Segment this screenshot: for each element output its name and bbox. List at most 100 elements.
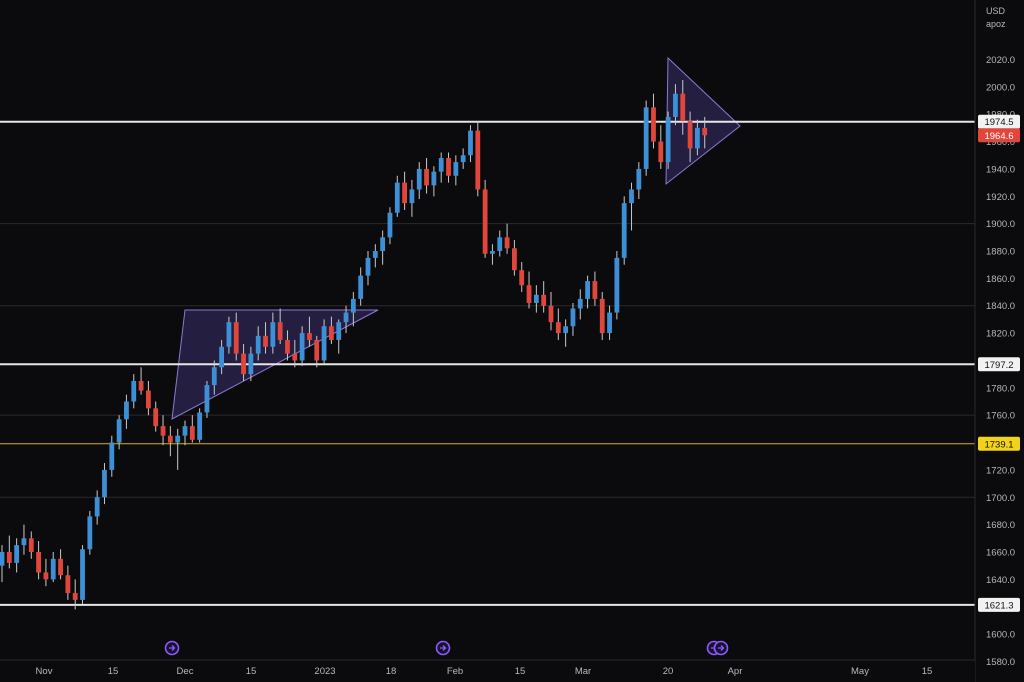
candle-body	[548, 305, 554, 323]
candle-body	[475, 130, 481, 190]
candle-body	[497, 237, 503, 252]
candle-body	[189, 426, 195, 440]
time-axis[interactable]: Nov 15 Dec 15 2023 18 Feb 15 Mar 20 Apr May 15	[0, 659, 975, 682]
candle-body	[687, 121, 693, 149]
candle-body	[695, 127, 700, 149]
x-tick-label: Nov	[36, 666, 53, 677]
level-badge-text: 1797.2	[984, 360, 1013, 371]
candle-body	[197, 412, 203, 440]
y-tick-label: 1780.0	[986, 383, 1015, 394]
candle-body	[219, 346, 224, 368]
y-tick-label: 1580.0	[986, 657, 1015, 668]
candle-body	[387, 212, 393, 238]
candle-body	[402, 182, 407, 204]
candlesticks	[0, 80, 708, 610]
y-tick-label: 2000.0	[986, 82, 1015, 93]
arrow-icon	[440, 645, 447, 651]
y-tick-label: 1640.0	[986, 575, 1015, 586]
y-tick-label: 1940.0	[986, 164, 1015, 175]
y-tick-label: 1880.0	[986, 247, 1015, 258]
x-tick-label: 18	[386, 666, 397, 677]
candle-body	[577, 298, 583, 309]
x-tick-label: 15	[246, 666, 257, 677]
level-badge-text: 1974.5	[984, 117, 1013, 128]
level-badge-text: 1739.1	[984, 439, 1013, 450]
x-tick-label: Dec	[177, 666, 194, 677]
candle-body	[138, 380, 144, 391]
current-price-text: 1964.6	[984, 131, 1013, 142]
y-tick-label: 1700.0	[986, 493, 1015, 504]
x-tick-label: Mar	[575, 666, 591, 677]
candle-body	[329, 326, 334, 340]
candle-body	[28, 538, 34, 552]
candle-body	[167, 435, 173, 443]
y-tick-label: 2020.0	[986, 55, 1015, 66]
candle-body	[6, 551, 12, 563]
candle-body	[629, 189, 634, 204]
level-badge	[978, 357, 1020, 372]
y-tick-label: 1820.0	[986, 329, 1015, 340]
candle-body	[80, 549, 85, 600]
candle-body	[365, 257, 371, 276]
candle-body	[36, 551, 41, 573]
candle-body	[65, 575, 71, 594]
candle-body	[175, 435, 181, 443]
x-tick-label: 2023	[314, 666, 335, 677]
candle-body	[285, 339, 290, 354]
candle-body	[241, 353, 246, 375]
candle-body	[446, 157, 451, 176]
candle-body	[299, 333, 305, 361]
candle-body	[424, 168, 429, 186]
candle-body	[533, 294, 539, 304]
candle-body	[570, 308, 576, 327]
price-axis[interactable]: USD apoz 1580.01600.01620.01640.01660.01…	[974, 0, 1024, 682]
candle-body	[21, 538, 27, 546]
candle-body	[314, 339, 320, 361]
candle-body	[468, 130, 473, 156]
candle-body	[526, 285, 532, 304]
candle-body	[14, 545, 20, 563]
candle-body	[50, 558, 56, 580]
horizontal-levels[interactable]	[0, 120, 975, 606]
candle-body	[116, 419, 122, 443]
x-tick-label: May	[851, 666, 869, 677]
candle-body	[673, 93, 678, 117]
x-tick-label: 15	[922, 666, 933, 677]
y-tick-label: 1960.0	[986, 137, 1015, 148]
y-tick-label: 1600.0	[986, 630, 1015, 641]
candle-body	[380, 237, 386, 252]
candle-body	[146, 390, 151, 409]
candle-body	[336, 322, 342, 340]
event-markers[interactable]	[164, 640, 729, 656]
y-tick-label: 1760.0	[986, 411, 1015, 422]
x-tick-label: Apr	[728, 666, 743, 677]
candle-body	[263, 335, 268, 347]
candle-body	[102, 469, 107, 498]
candle-body	[358, 275, 364, 299]
axis-sublabel: apoz	[986, 19, 1006, 29]
candle-body	[519, 270, 525, 286]
candle-body	[658, 141, 664, 163]
candle-body	[292, 353, 298, 361]
candle-body	[72, 593, 78, 600]
level-badge	[978, 597, 1020, 612]
candle-body	[614, 257, 620, 313]
candle-body	[255, 335, 261, 354]
y-tick-label: 1720.0	[986, 465, 1015, 476]
x-tick-label: 15	[108, 666, 119, 677]
candle-body	[636, 168, 642, 190]
y-tick-label: 1680.0	[986, 520, 1015, 531]
candle-body	[124, 401, 129, 420]
candle-body	[87, 516, 93, 550]
candle-body	[409, 189, 415, 204]
candle-body	[226, 322, 232, 347]
candle-body	[438, 157, 444, 172]
level-badge	[978, 436, 1020, 451]
candle-body	[702, 127, 708, 136]
candle-body	[233, 322, 239, 354]
candle-body	[204, 385, 210, 413]
candle-body	[211, 367, 217, 386]
candle-body	[58, 558, 63, 576]
candle-body	[0, 551, 5, 566]
